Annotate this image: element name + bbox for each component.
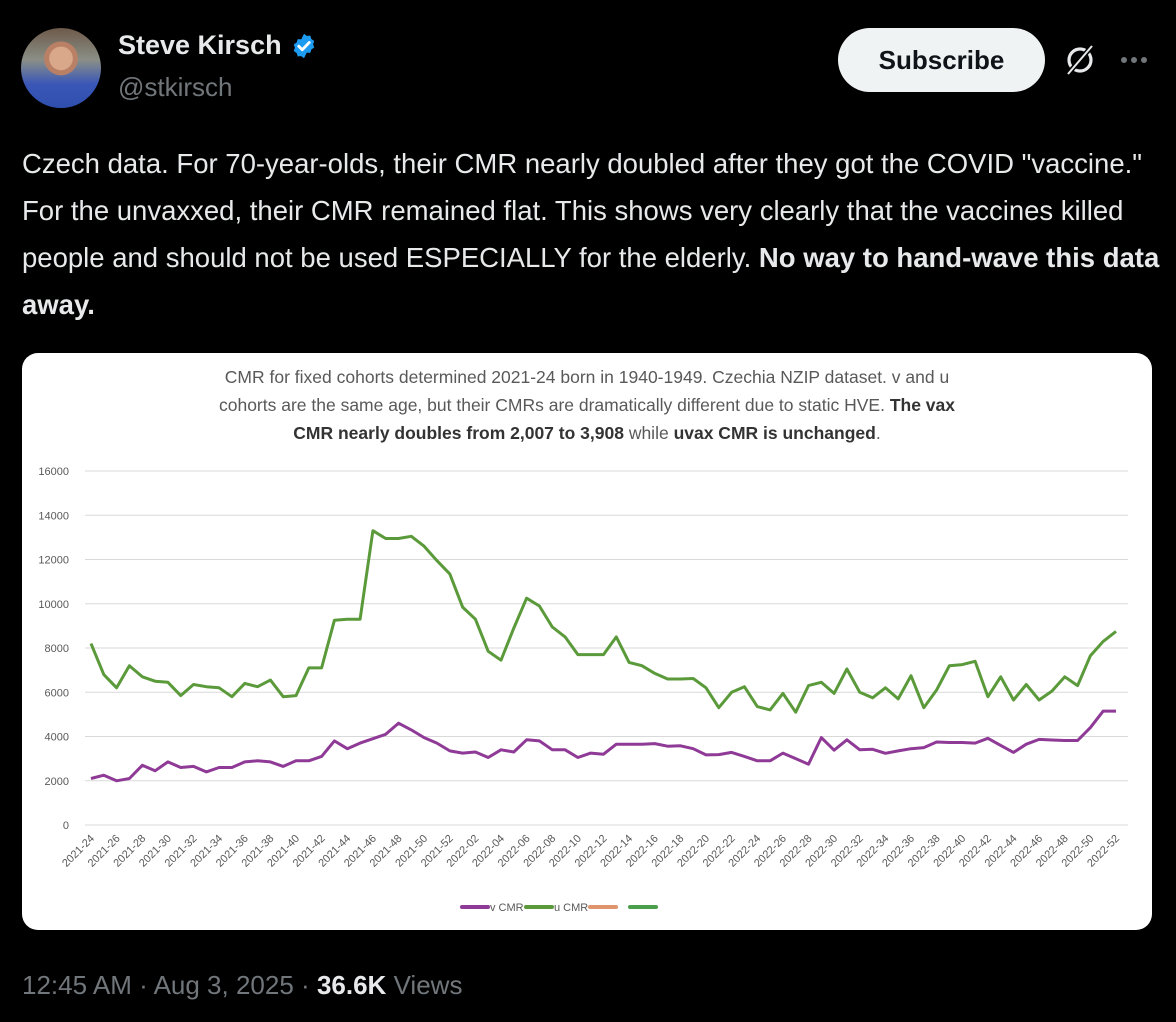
views-count: 36.6K <box>316 970 387 1000</box>
avatar[interactable] <box>21 28 101 108</box>
separator: · <box>301 970 310 1000</box>
tweet-bold-text: No way to hand-wave this data away. <box>22 242 1160 320</box>
y-tick-label: 10000 <box>38 599 69 611</box>
chart-title-segment: cohorts are the same age, but their CMRs… <box>219 395 890 415</box>
author-handle[interactable]: @stkirsch <box>118 72 233 102</box>
tweet-text: Czech data. For 70-year-olds, their CMR … <box>22 140 1162 328</box>
chart-title-segment: . <box>876 423 881 443</box>
chart-title-line: cohorts are the same age, but their CMRs… <box>219 395 955 415</box>
y-tick-label: 12000 <box>38 555 69 567</box>
chart-title-line: CMR for fixed cohorts determined 2021-24… <box>225 367 949 387</box>
more-icon[interactable] <box>1116 46 1152 74</box>
chart-title-segment: CMR for fixed cohorts determined 2021-24… <box>225 367 949 387</box>
tweet-meta: 12:45 AM · Aug 3, 2025 · 36.6K Views <box>22 970 462 1001</box>
separator: · <box>139 970 148 1000</box>
grok-icon[interactable] <box>1062 42 1098 78</box>
tweet-time[interactable]: 12:45 AM <box>22 970 132 1000</box>
y-tick-label: 2000 <box>45 776 69 788</box>
subscribe-button[interactable]: Subscribe <box>838 28 1045 92</box>
y-tick-label: 8000 <box>45 643 69 655</box>
chart-title-segment: The vax <box>890 395 955 415</box>
author-name-text: Steve Kirsch <box>118 30 282 60</box>
chart-title-line: CMR nearly doubles from 2,007 to 3,908 w… <box>293 423 880 443</box>
chart-image[interactable]: CMR for fixed cohorts determined 2021-24… <box>22 353 1152 930</box>
views-label: Views <box>393 970 463 1000</box>
y-tick-label: 16000 <box>38 466 69 478</box>
chart-title-segment: while <box>624 423 674 443</box>
legend-label: u CMR <box>554 902 588 914</box>
y-tick-label: 14000 <box>38 510 69 522</box>
legend-label: v CMR <box>490 902 524 914</box>
tweet-body: Czech data. For 70-year-olds, their CMR … <box>22 148 1143 273</box>
series-line-v-cmr <box>90 709 1116 783</box>
y-tick-label: 6000 <box>45 687 69 699</box>
chart-title-segment: uvax CMR is unchanged <box>674 423 876 443</box>
y-tick-label: 0 <box>63 820 69 832</box>
tweet-date[interactable]: Aug 3, 2025 <box>153 970 294 1000</box>
y-tick-label: 4000 <box>45 732 69 744</box>
verified-badge-icon <box>293 33 314 58</box>
series-line-u-cmr <box>89 529 1117 714</box>
chart-title-segment: CMR nearly doubles from 2,007 to 3,908 <box>293 423 624 443</box>
cmr-line-chart: CMR for fixed cohorts determined 2021-24… <box>38 367 1128 914</box>
author-name[interactable]: Steve Kirsch <box>118 30 318 61</box>
